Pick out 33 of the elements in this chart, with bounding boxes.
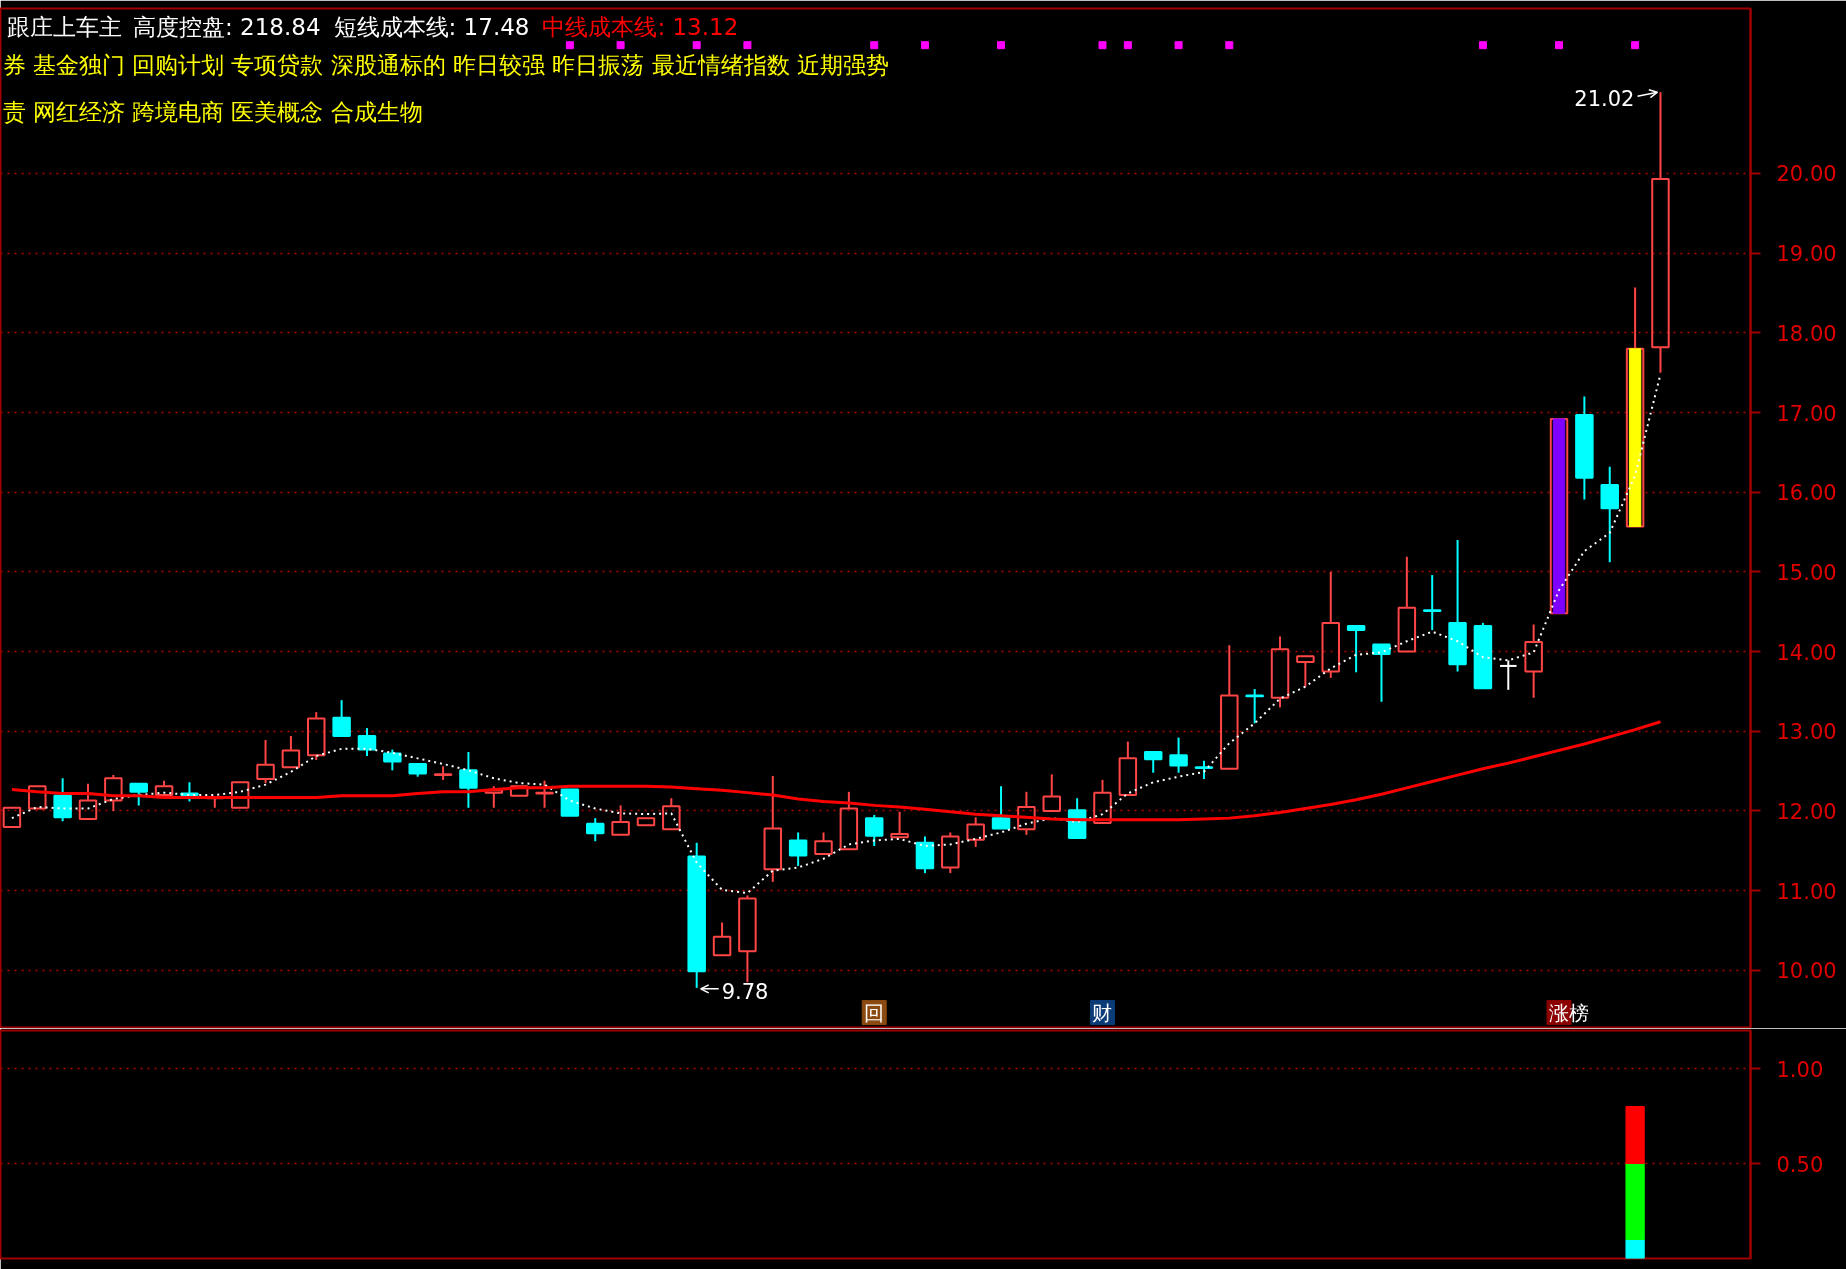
candlestick bbox=[459, 750, 478, 809]
y-tick-label: 18.00 bbox=[1776, 321, 1837, 346]
y-tick-label: 20.00 bbox=[1776, 162, 1837, 187]
y-tick-label: 12.00 bbox=[1776, 799, 1837, 824]
candlestick bbox=[1600, 465, 1619, 564]
y-tick-label: 11.00 bbox=[1776, 879, 1837, 904]
text: 中线成本线: 13.12 bbox=[542, 13, 739, 40]
text: 短线成本线: 17.48 bbox=[333, 13, 530, 40]
data-label: 涨榜 bbox=[1549, 1000, 1590, 1025]
chart-title: 跟庄上车主 bbox=[6, 13, 122, 40]
y-tick-label: 19.00 bbox=[1776, 242, 1837, 267]
candlestick bbox=[738, 894, 757, 984]
annotation: 21.02 bbox=[1574, 87, 1635, 112]
y-tick-label: 14.00 bbox=[1776, 640, 1837, 665]
y-tick-label: 0.50 bbox=[1776, 1152, 1824, 1177]
candlestick bbox=[1524, 623, 1543, 699]
data-label: 财 bbox=[1092, 1000, 1113, 1025]
candlestick bbox=[1448, 539, 1467, 673]
candlestick bbox=[1575, 395, 1594, 501]
y-tick-label: 16.00 bbox=[1776, 481, 1837, 506]
candlestick bbox=[1499, 659, 1518, 691]
candlestick bbox=[1422, 574, 1442, 632]
chart-subtitle: 高度控盘: 218.84 bbox=[133, 13, 321, 40]
annotation: 券 基金独门 回购计划 专项贷款 深股通标的 昨日较强 昨日振荡 最近情绪指数 近期强势 bbox=[2, 51, 889, 78]
data-label: 回 bbox=[864, 1000, 885, 1025]
y-tick-label: 13.00 bbox=[1776, 720, 1837, 745]
annotation: 9.78 bbox=[721, 979, 769, 1004]
y-tick-label: 15.00 bbox=[1776, 560, 1837, 585]
y-tick-label: 10.00 bbox=[1776, 959, 1837, 984]
y-tick-label: 17.00 bbox=[1776, 401, 1837, 426]
y-tick-label: 1.00 bbox=[1776, 1057, 1824, 1082]
candlestick bbox=[1017, 790, 1036, 836]
annotation: 责 网红经济 跨境电商 医美概念 合成生物 bbox=[2, 98, 423, 125]
